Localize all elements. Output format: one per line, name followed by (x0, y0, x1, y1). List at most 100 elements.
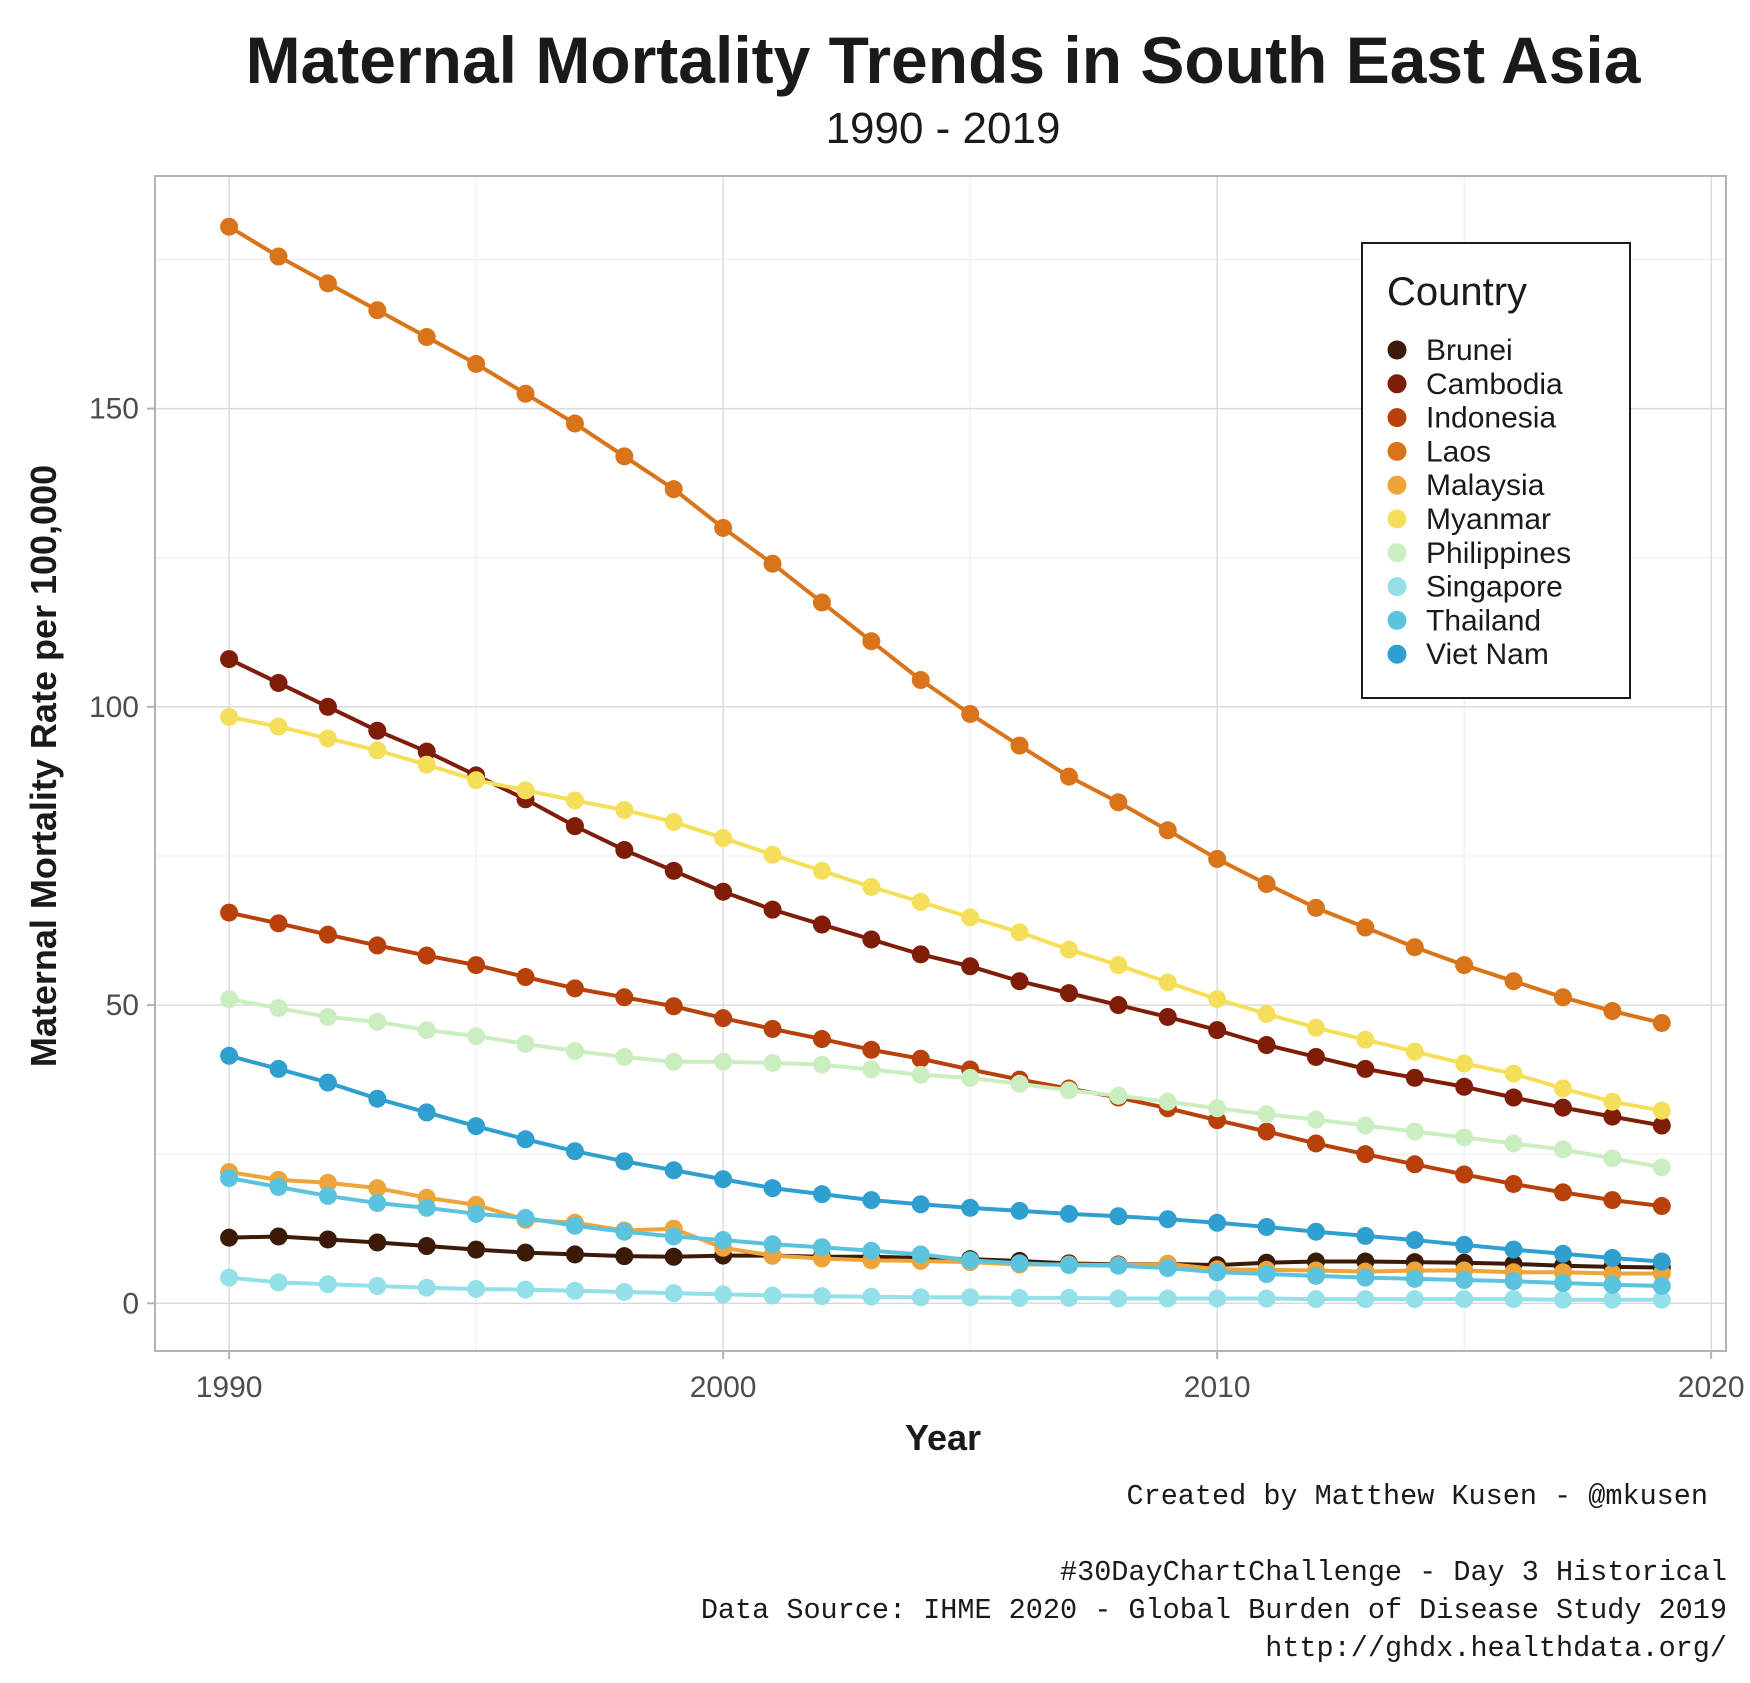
legend-label: Singapore (1426, 571, 1563, 604)
data-point-indonesia (1356, 1145, 1375, 1164)
data-point-indonesia (615, 988, 634, 1007)
data-point-thailand (714, 1231, 733, 1250)
data-point-singapore (664, 1284, 683, 1303)
data-point-brunei (516, 1243, 535, 1262)
data-point-indonesia (1306, 1134, 1325, 1153)
data-point-myanmar (1504, 1064, 1523, 1083)
data-point-brunei (368, 1233, 387, 1252)
data-point-viet-nam (368, 1089, 387, 1108)
x-tick-label: 2020 (1678, 1371, 1745, 1404)
data-point-myanmar (1455, 1054, 1474, 1073)
data-point-cambodia (269, 673, 288, 692)
data-point-indonesia (417, 946, 436, 965)
data-point-myanmar (714, 829, 733, 848)
data-point-indonesia (664, 997, 683, 1016)
data-point-laos (615, 447, 634, 466)
legend-label: Indonesia (1426, 402, 1556, 435)
data-point-myanmar (1059, 940, 1078, 959)
data-point-thailand (368, 1194, 387, 1213)
caption-credit: Created by Matthew Kusen - @mkusen (1127, 1480, 1709, 1513)
legend-swatch (1387, 441, 1407, 461)
data-point-cambodia (1504, 1088, 1523, 1107)
data-point-singapore (1652, 1290, 1671, 1309)
data-point-cambodia (1257, 1036, 1276, 1055)
data-point-laos (1306, 898, 1325, 917)
data-point-myanmar (862, 877, 881, 896)
legend-label: Cambodia (1426, 368, 1563, 401)
data-point-viet-nam (911, 1195, 930, 1214)
data-point-laos (269, 247, 288, 266)
data-point-indonesia (714, 1009, 733, 1028)
data-point-myanmar (911, 892, 930, 911)
legend-item-viet-nam: Viet Nam (1387, 638, 1549, 671)
y-axis-title: Maternal Mortality Rate per 100,000 (23, 465, 64, 1067)
data-point-brunei (220, 1228, 239, 1247)
legend-label: Viet Nam (1426, 638, 1549, 671)
legend-swatch (1387, 340, 1407, 360)
data-point-thailand (220, 1169, 239, 1188)
data-point-singapore (763, 1286, 782, 1305)
data-point-viet-nam (220, 1046, 239, 1065)
legend-item-cambodia: Cambodia (1387, 368, 1563, 401)
data-point-viet-nam (1652, 1252, 1671, 1271)
data-point-philippines (1455, 1128, 1474, 1147)
legend-swatch (1387, 509, 1407, 529)
data-point-myanmar (516, 781, 535, 800)
data-point-thailand (1010, 1254, 1029, 1273)
data-point-cambodia (318, 697, 337, 716)
data-point-philippines (1553, 1140, 1572, 1159)
data-point-thailand (763, 1235, 782, 1254)
data-point-cambodia (1109, 996, 1128, 1015)
data-point-myanmar (1356, 1030, 1375, 1049)
data-point-laos (862, 632, 881, 651)
legend-item-singapore: Singapore (1387, 571, 1563, 604)
data-point-viet-nam (1405, 1231, 1424, 1250)
data-point-laos (1059, 767, 1078, 786)
data-point-laos (1158, 821, 1177, 840)
data-point-viet-nam (1504, 1240, 1523, 1259)
data-point-viet-nam (1257, 1217, 1276, 1236)
data-point-indonesia (763, 1019, 782, 1038)
data-point-laos (911, 671, 930, 689)
data-point-thailand (911, 1245, 930, 1264)
data-point-myanmar (664, 812, 683, 831)
data-point-viet-nam (565, 1142, 584, 1161)
data-point-laos (1553, 988, 1572, 1007)
data-point-myanmar (1158, 973, 1177, 992)
legend-label: Thailand (1426, 604, 1541, 637)
data-point-malaysia (368, 1179, 387, 1198)
data-point-thailand (269, 1177, 288, 1196)
chart-subtitle: 1990 - 2019 (826, 104, 1061, 153)
data-point-philippines (1405, 1122, 1424, 1141)
data-point-viet-nam (862, 1191, 881, 1210)
data-point-indonesia (269, 914, 288, 933)
data-point-laos (1109, 793, 1128, 812)
data-point-thailand (1158, 1259, 1177, 1278)
data-point-philippines (565, 1041, 584, 1060)
legend-item-philippines: Philippines (1387, 537, 1571, 570)
data-point-singapore (565, 1281, 584, 1300)
data-point-indonesia (368, 936, 387, 955)
data-point-indonesia (1405, 1155, 1424, 1174)
data-point-singapore (417, 1278, 436, 1297)
data-point-singapore (467, 1279, 486, 1298)
x-axis-title: Year (905, 1417, 981, 1458)
caption-challenge: #30DayChartChallenge - Day 3 Historical (1060, 1556, 1727, 1589)
data-point-indonesia (516, 968, 535, 987)
data-point-philippines (516, 1034, 535, 1053)
data-point-singapore (1504, 1290, 1523, 1309)
data-point-thailand (1455, 1271, 1474, 1290)
caption-url: http://ghdx.healthdata.org/ (1265, 1632, 1727, 1665)
data-point-myanmar (220, 707, 239, 726)
x-tick-label: 2010 (1184, 1371, 1251, 1404)
data-point-laos (1010, 736, 1029, 755)
data-point-philippines (763, 1053, 782, 1072)
data-point-myanmar (1652, 1101, 1671, 1120)
data-point-singapore (1455, 1290, 1474, 1309)
series-singapore (220, 1268, 1671, 1309)
y-axis-ticks: 0 50 100 150 (89, 393, 155, 1320)
data-point-philippines (269, 999, 288, 1018)
data-point-indonesia (1504, 1174, 1523, 1193)
chart-title: Maternal Mortality Trends in South East … (246, 23, 1642, 97)
data-point-brunei (417, 1237, 436, 1256)
